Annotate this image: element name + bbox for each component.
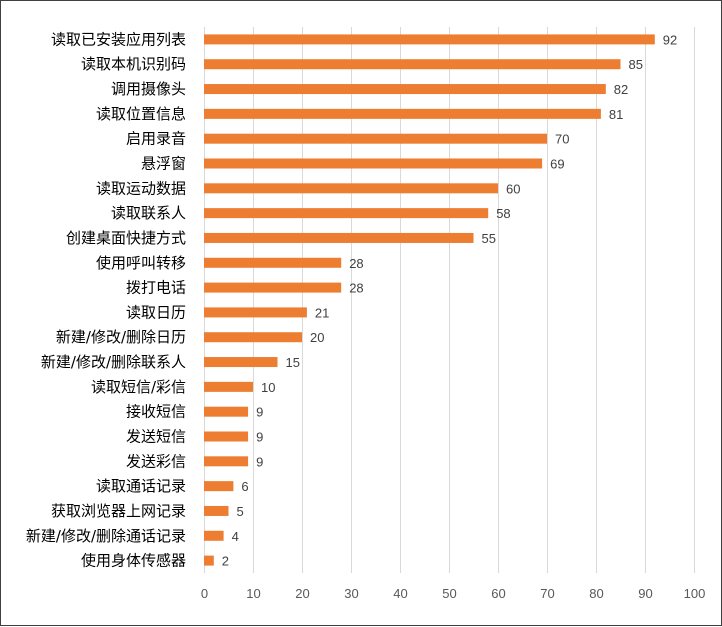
- bar: [204, 158, 543, 169]
- category-label: 发送彩信: [126, 452, 186, 470]
- bar: [204, 59, 621, 70]
- category-label: 读取日历: [126, 303, 186, 321]
- x-tick-label: 80: [589, 586, 603, 601]
- data-label: 2: [222, 554, 229, 569]
- bar: [204, 530, 224, 541]
- category-label: 读取已安装应用列表: [51, 30, 186, 48]
- bar: [204, 431, 249, 442]
- data-label: 69: [550, 157, 564, 172]
- bar: [204, 257, 342, 268]
- category-label: 接收短信: [126, 403, 186, 421]
- data-label: 81: [609, 107, 623, 122]
- data-label: 92: [663, 32, 677, 47]
- data-label: 10: [261, 380, 275, 395]
- data-label: 6: [241, 479, 248, 494]
- category-label: 新建/修改/删除联系人: [41, 353, 186, 371]
- data-label: 9: [256, 430, 263, 445]
- x-tick-label: 30: [344, 586, 358, 601]
- x-axis-ticks: 0 10 20 30 40 50 60 70 80 90 100: [201, 586, 705, 601]
- data-label: 85: [629, 57, 643, 72]
- category-label: 调用摄像头: [111, 80, 186, 98]
- bar: [204, 34, 655, 45]
- bar: [204, 505, 229, 516]
- x-tick-label: 70: [540, 586, 554, 601]
- bar: [204, 307, 307, 318]
- x-tick-label: 60: [491, 586, 505, 601]
- data-label: 60: [506, 181, 520, 196]
- bar: [204, 84, 606, 95]
- bar: [204, 381, 253, 392]
- bar: [204, 406, 249, 417]
- category-label: 使用呼叫转移: [96, 254, 186, 272]
- x-tick-label: 20: [295, 586, 309, 601]
- bar: [204, 183, 498, 194]
- bar: [204, 133, 547, 144]
- data-label: 9: [256, 454, 263, 469]
- category-label: 读取位置信息: [96, 105, 186, 123]
- data-label: 28: [349, 281, 363, 296]
- data-label: 20: [310, 330, 324, 345]
- category-label: 获取浏览器上网记录: [51, 502, 186, 520]
- category-labels: 读取已安装应用列表读取本机识别码调用摄像头读取位置信息启用录音悬浮窗读取运动数据…: [26, 30, 186, 569]
- x-tick-label: 10: [246, 586, 260, 601]
- x-tick-label: 100: [684, 586, 706, 601]
- bar: [204, 208, 489, 219]
- category-label: 读取短信/彩信: [91, 378, 186, 396]
- category-label: 新建/修改/删除日历: [56, 328, 186, 346]
- category-label: 新建/修改/删除通话记录: [26, 527, 186, 545]
- category-label: 拨打电话: [126, 279, 186, 297]
- category-label: 读取通话记录: [96, 477, 186, 495]
- x-tick-label: 40: [393, 586, 407, 601]
- category-label: 读取本机识别码: [81, 55, 186, 73]
- data-label: 21: [315, 305, 329, 320]
- x-tick-label: 90: [638, 586, 652, 601]
- bar: [204, 332, 302, 343]
- category-label: 读取运动数据: [96, 179, 186, 197]
- data-label: 70: [555, 132, 569, 147]
- data-label: 58: [496, 206, 510, 221]
- data-label: 4: [232, 529, 239, 544]
- bars: [204, 34, 655, 566]
- bar: [204, 108, 601, 119]
- data-label: 55: [482, 231, 496, 246]
- category-label: 读取联系人: [111, 204, 186, 222]
- data-label: 28: [349, 256, 363, 271]
- category-label: 使用身体传感器: [81, 552, 186, 570]
- bar: [204, 282, 342, 293]
- x-tick-label: 0: [201, 586, 208, 601]
- data-label: 82: [614, 82, 628, 97]
- data-label: 5: [237, 504, 244, 519]
- data-label: 15: [286, 355, 300, 370]
- data-label: 9: [256, 405, 263, 420]
- bar: [204, 481, 234, 492]
- category-label: 发送短信: [126, 428, 186, 446]
- bar: [204, 357, 278, 368]
- category-label: 创建桌面快捷方式: [66, 229, 186, 247]
- bar: [204, 232, 474, 243]
- category-label: 启用录音: [126, 130, 186, 148]
- x-tick-label: 50: [442, 586, 456, 601]
- bar: [204, 456, 249, 467]
- bar: [204, 555, 214, 566]
- category-label: 悬浮窗: [141, 155, 186, 173]
